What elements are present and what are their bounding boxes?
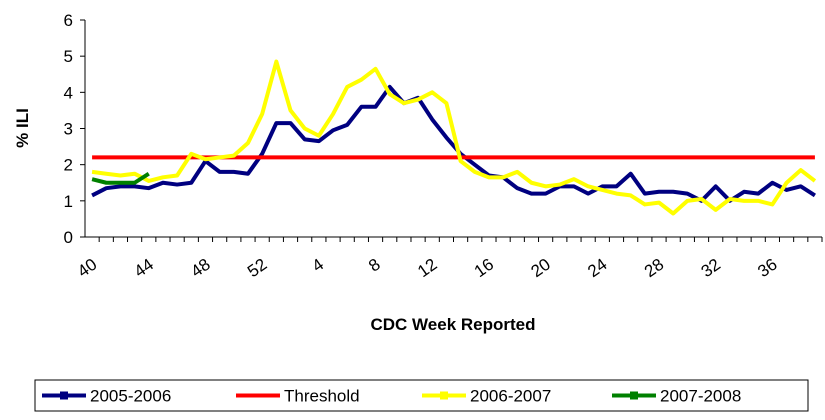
legend-label: 2005-2006 bbox=[90, 387, 171, 406]
legend-label: Threshold bbox=[284, 387, 360, 406]
y-axis-title: % ILI bbox=[13, 108, 32, 148]
x-tick-label: 40 bbox=[74, 255, 100, 281]
x-tick-label: 12 bbox=[414, 255, 440, 281]
x-tick-label: 48 bbox=[187, 255, 213, 281]
legend-marker bbox=[440, 391, 448, 400]
y-tick-label: 1 bbox=[64, 192, 73, 211]
series-line bbox=[91, 172, 150, 185]
y-tick-label: 0 bbox=[64, 228, 73, 247]
x-tick-label: 24 bbox=[584, 255, 610, 281]
x-tick-label: 20 bbox=[528, 255, 554, 281]
legend-label: 2006-2007 bbox=[470, 387, 551, 406]
y-tick-label: 6 bbox=[64, 11, 73, 30]
x-tick-label: 28 bbox=[641, 255, 667, 281]
y-tick-label: 5 bbox=[64, 47, 73, 66]
x-tick-label: 16 bbox=[471, 255, 497, 281]
series-line bbox=[91, 84, 816, 203]
y-tick-label: 4 bbox=[64, 83, 73, 102]
x-axis-title: CDC Week Reported bbox=[371, 315, 536, 334]
x-tick-label: 44 bbox=[131, 255, 157, 281]
x-tick-label: 32 bbox=[698, 255, 724, 281]
x-tick-label: 8 bbox=[365, 255, 384, 276]
legend-label: 2007-2008 bbox=[660, 387, 741, 406]
y-tick-label: 3 bbox=[64, 120, 73, 139]
x-tick-label: 52 bbox=[244, 255, 270, 281]
legend-marker bbox=[60, 391, 68, 400]
y-tick-label: 2 bbox=[64, 156, 73, 175]
legend-box bbox=[34, 379, 809, 412]
x-tick-label: 4 bbox=[308, 255, 327, 276]
series-line bbox=[91, 59, 817, 216]
x-tick-label: 36 bbox=[754, 255, 780, 281]
legend-marker bbox=[630, 391, 638, 400]
